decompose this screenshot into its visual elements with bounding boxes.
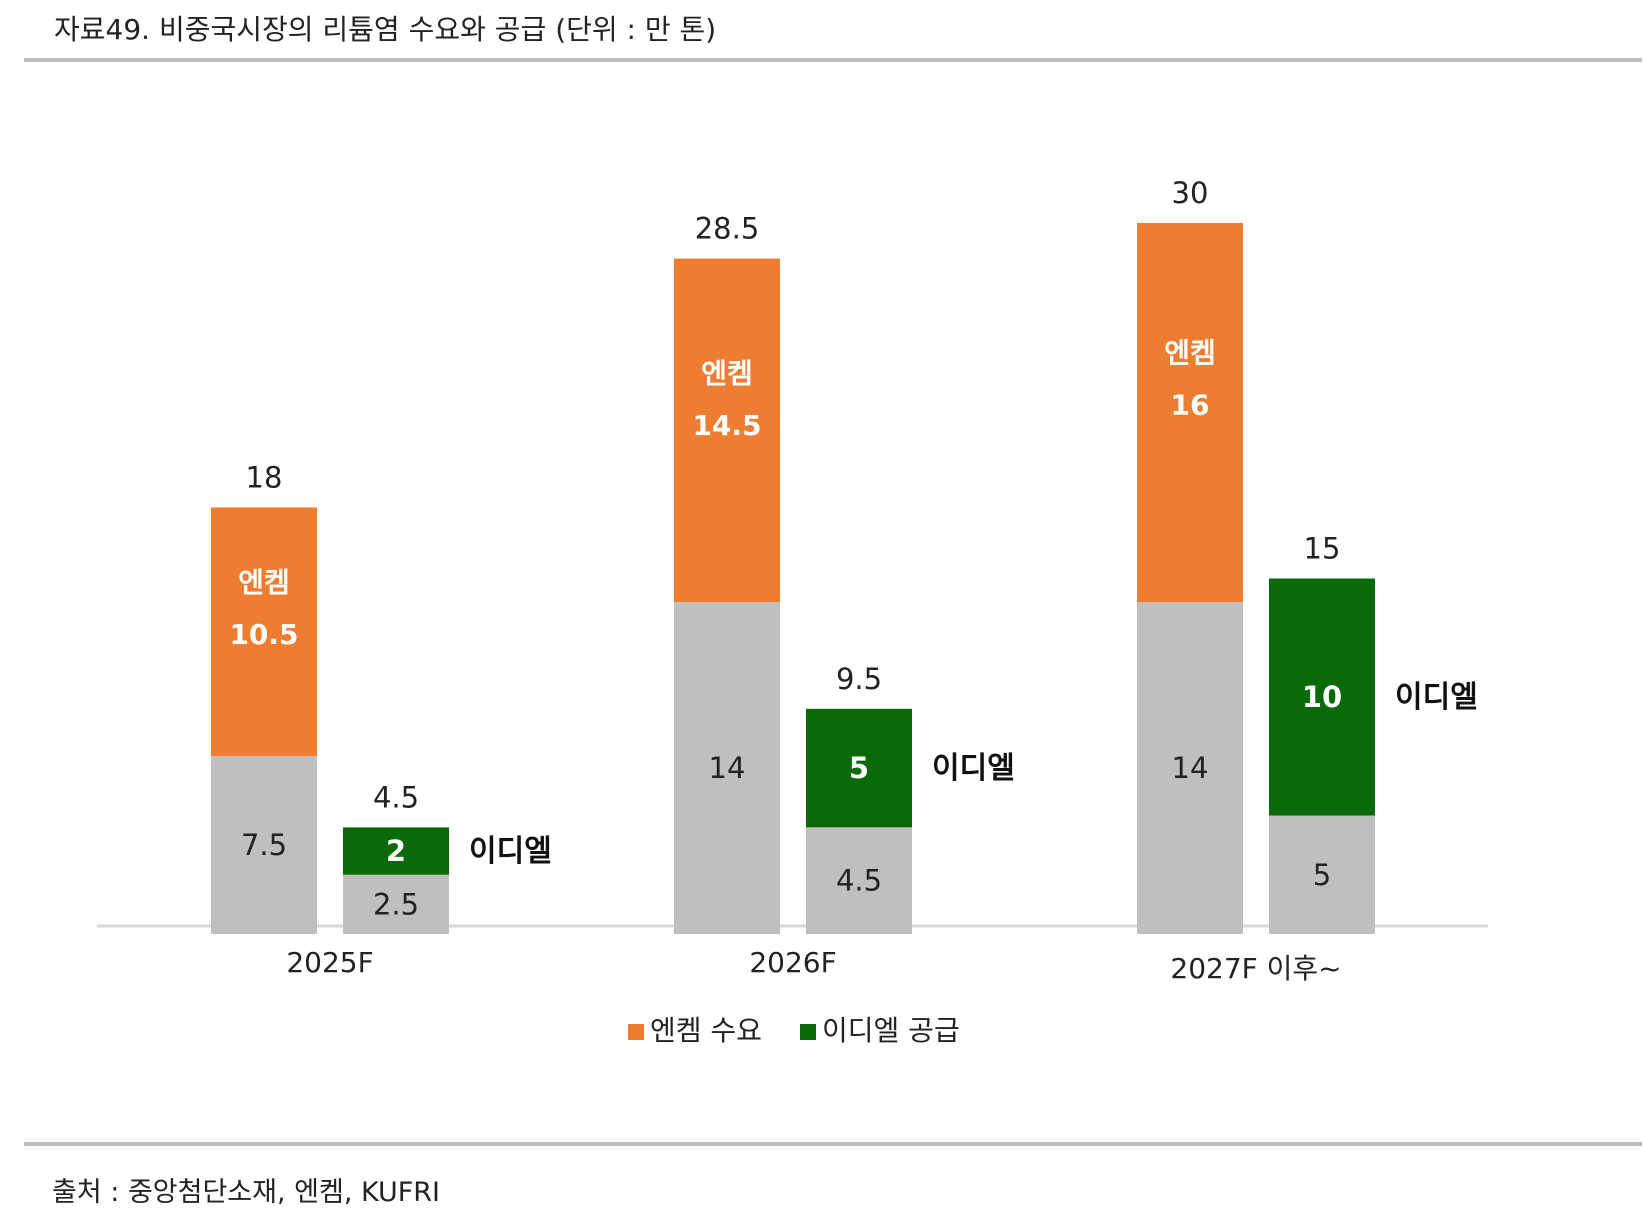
total-value-label: 30 — [1172, 176, 1209, 210]
segment-company-label: 엔켐 — [1164, 336, 1216, 369]
legend-swatch — [800, 1024, 816, 1040]
bar-highlight-segment — [806, 708, 912, 828]
segment-company-side-label: 이디엘 — [469, 834, 552, 869]
segment-company-label: 엔켐 — [238, 566, 290, 599]
bar-base-segment — [674, 602, 780, 934]
total-value-label: 28.5 — [695, 212, 760, 246]
base-value-label: 7.5 — [241, 828, 287, 862]
total-value-label: 9.5 — [836, 662, 882, 696]
segment-value-label: 5 — [849, 751, 869, 785]
base-value-label: 14 — [1172, 751, 1209, 785]
segment-value-label: 10 — [1302, 680, 1342, 714]
bar-base-segment — [806, 827, 912, 934]
chart-title: 자료49. 비중국시장의 리튬염 수요와 공급 (단위 : 만 톤) — [54, 13, 717, 46]
legend-label: 엔켐 수요 — [650, 1014, 762, 1047]
segment-company-side-label: 이디엘 — [1395, 680, 1478, 715]
source-note: 출처 : 중앙첨단소재, 엔켐, KUFRI — [52, 1177, 440, 1208]
top-divider — [24, 58, 1642, 62]
total-value-label: 4.5 — [373, 780, 419, 814]
bar-base-segment — [343, 874, 449, 934]
category-label: 2025F — [286, 946, 373, 979]
bar-base-segment — [1137, 602, 1243, 934]
total-value-label: 15 — [1304, 532, 1341, 566]
bar-highlight-segment — [1137, 223, 1243, 603]
bar-base-segment — [1269, 815, 1375, 934]
legend-swatch — [628, 1024, 644, 1040]
stacked-bar-chart: 7.5 18 엔켐 10.5 2.5 4.5 2 이디엘 2025F 14 28.5 엔켐 14.5 4.… — [97, 176, 1488, 1047]
bar-highlight-segment — [1269, 578, 1375, 816]
bar-highlight-segment — [343, 827, 449, 875]
segment-value-label: 14.5 — [692, 409, 761, 442]
segment-value-label: 2 — [386, 834, 406, 868]
bar-base-segment — [211, 756, 317, 934]
segment-company-label: 엔켐 — [701, 357, 753, 390]
bottom-divider — [24, 1142, 1642, 1146]
base-value-label: 14 — [709, 751, 746, 785]
segment-value-label: 10.5 — [229, 618, 298, 651]
segment-company-side-label: 이디엘 — [932, 751, 1015, 786]
legend-label: 이디엘 공급 — [822, 1014, 960, 1047]
bar-highlight-segment — [211, 507, 317, 757]
bar-highlight-segment — [674, 258, 780, 603]
base-value-label: 2.5 — [373, 887, 419, 921]
base-value-label: 4.5 — [836, 864, 882, 898]
segment-value-label: 16 — [1171, 388, 1210, 421]
category-label: 2026F — [749, 946, 836, 979]
category-label: 2027F 이후~ — [1170, 952, 1341, 985]
base-value-label: 5 — [1313, 858, 1331, 892]
total-value-label: 18 — [246, 460, 283, 494]
